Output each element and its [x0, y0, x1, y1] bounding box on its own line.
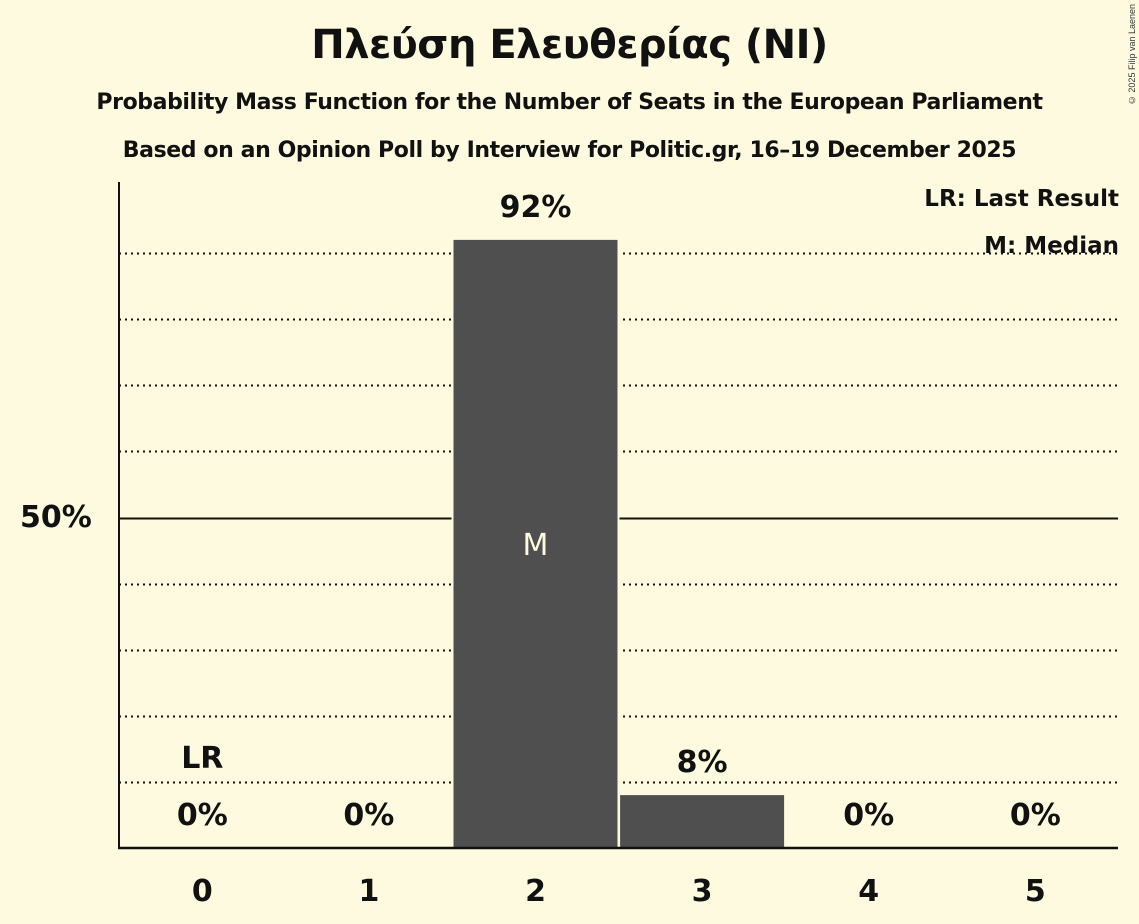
- chart-source: Based on an Opinion Poll by Interview fo…: [122, 138, 1017, 163]
- x-tick-2: 2: [525, 874, 546, 909]
- legend-median: M: Median: [984, 233, 1119, 259]
- median-marker: M: [522, 528, 549, 563]
- bars: [451, 237, 787, 847]
- x-tick-3: 3: [691, 874, 713, 909]
- value-label-seat-5: 0%: [1009, 798, 1061, 833]
- y-tick-50: 50%: [20, 500, 92, 535]
- chart-subtitle: Probability Mass Function for the Number…: [96, 90, 1043, 115]
- x-tick-1: 1: [358, 874, 380, 909]
- legend-last-result: LR: Last Result: [924, 186, 1119, 212]
- value-label-seat-4: 0%: [843, 798, 895, 833]
- x-tick-4: 4: [858, 874, 880, 909]
- value-label-seat-2: 92%: [499, 189, 572, 225]
- value-label-seat-3: 8%: [676, 745, 728, 781]
- chart-title: Πλεύση Ελευθερίας (NI): [311, 22, 828, 68]
- value-label-seat-0: 0%: [176, 798, 228, 833]
- bar-seat-3: [620, 795, 785, 847]
- last-result-marker: LR: [181, 741, 224, 776]
- value-label-seat-1: 0%: [343, 798, 395, 833]
- x-tick-0: 0: [191, 874, 213, 909]
- x-tick-5: 5: [1024, 874, 1046, 909]
- bar-seat-2: [453, 239, 618, 847]
